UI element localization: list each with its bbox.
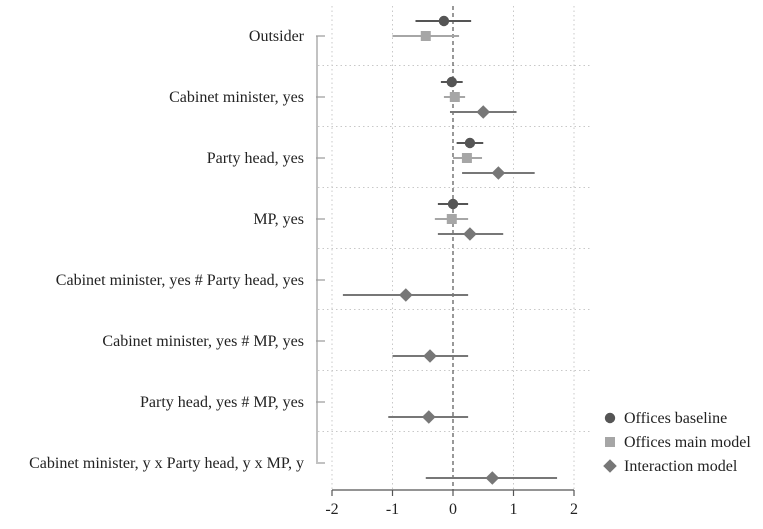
diamond-marker [422,410,436,424]
category-label: Cabinet minister, yes # MP, yes [102,333,304,350]
diamond-marker [463,227,477,241]
legend-diamond-icon [603,459,617,473]
square-marker [420,31,431,41]
category-label: Party head, yes [207,150,304,167]
category-label: Party head, yes # MP, yes [140,394,304,411]
category-label: Cabinet minister, y x Party head, y x MP… [29,455,304,472]
square-marker [461,153,472,163]
square-marker [446,214,457,224]
circle-marker [438,15,450,27]
category-label: Cabinet minister, yes [169,89,304,106]
legend-label: Interaction model [624,458,738,475]
circle-marker [447,198,459,210]
x-tick-label: 2 [570,501,578,518]
diamond-marker [423,349,437,363]
x-tick-label: 0 [449,501,457,518]
category-label: Cabinet minister, yes # Party head, yes [56,272,304,289]
x-tick-label: -2 [325,501,338,518]
x-tick-label: 1 [510,501,518,518]
marker-layer [399,15,506,485]
legend-circle-icon [604,412,616,424]
diamond-marker [476,105,491,119]
category-label: Outsider [249,28,305,45]
legend-square-icon [605,437,615,447]
circle-marker [464,137,476,149]
legend-label: Offices main model [624,434,751,451]
legend-label: Offices baseline [624,410,727,427]
diamond-marker [491,166,506,180]
category-label: MP, yes [253,211,304,228]
diamond-marker [485,471,500,485]
category-label-layer: Outsider Cabinet minister, yes Party head,… [29,28,305,472]
legend: Offices baseline Offices main model Intera… [603,410,751,475]
x-tick-label: -1 [386,501,399,518]
circle-marker [446,76,457,88]
axis-layer: -2 -1 0 1 2 [316,35,578,518]
square-marker [449,92,460,102]
diamond-marker [399,288,413,302]
